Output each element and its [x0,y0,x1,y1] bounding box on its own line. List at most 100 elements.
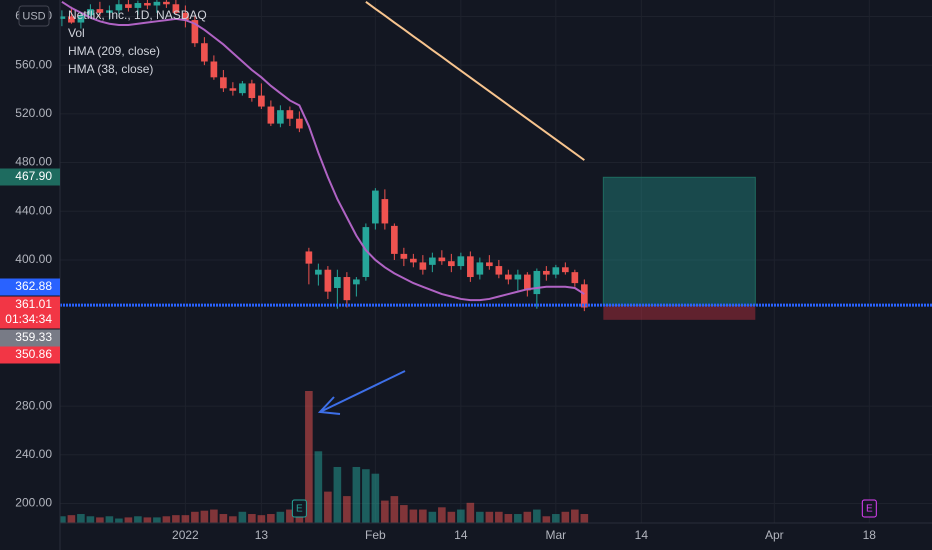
volume-bar [428,511,437,523]
candle-body [229,88,237,91]
grid [60,0,932,523]
candle-body [457,256,465,267]
candle-body [581,284,588,308]
volume-bar [324,491,332,523]
candle-body [172,4,180,13]
candle-body [467,256,474,278]
volume-bar [457,509,465,523]
candle-body [410,258,417,263]
candle-body [334,277,341,288]
volume-bar [162,516,171,523]
candle-body [438,257,446,262]
candle-body [286,110,294,119]
candle-body [77,15,85,23]
legend: Netflix, Inc., 1D, NASDAQ Vol HMA (209, … [68,8,207,76]
volume-bar [314,451,323,523]
price-label: 467.90 [15,169,52,183]
volume-bar [504,514,513,523]
candle-body [191,20,199,44]
candle-body [381,199,389,224]
price-label: 359.33 [15,330,52,344]
volume-bar [248,514,256,523]
indicator-line [365,1,585,161]
volume-bar [362,469,370,523]
candle-body [267,106,275,124]
arrow-line [319,370,406,413]
candle-body [353,279,360,285]
candle-body [68,16,75,23]
candle-body [419,262,427,270]
volume-bar [134,516,142,523]
stop-zone [603,305,756,320]
currency: USD [22,10,45,22]
x-tick-label: 14 [635,528,649,542]
volume-bar [561,511,570,523]
candle-body [210,61,218,78]
price-label-box [0,168,60,186]
x-tick-label: 14 [454,528,468,542]
volume-bar [466,502,475,523]
volume-bar [276,511,285,523]
candle-body [324,269,332,292]
candle-body [248,83,256,99]
volume-bar [286,509,294,523]
y-tick-label: 400.00 [15,252,52,266]
candle-body [562,267,569,273]
earnings-marker [291,499,307,518]
earnings-label: E [866,504,873,515]
volume-bar [172,515,180,523]
candle-body [524,274,531,291]
candle-body [315,269,322,275]
annotation-arrow [317,370,406,415]
volume-bar [495,511,503,523]
legend-title: Netflix, Inc., 1D, NASDAQ [68,8,207,22]
y-tick-label: 280.00 [15,398,52,412]
volume-bar [86,516,95,523]
candle-body [552,267,560,275]
candle-body [543,270,550,275]
price-label-box [0,346,60,364]
candle-body [106,10,113,13]
volume-bar [143,517,152,523]
volume-bar [124,517,133,523]
price-label: 350.86 [15,347,52,361]
volume-bar [533,509,541,523]
price-axis: 600.00560.00520.00480.00440.00400.00280.… [0,9,877,542]
volume-bar [96,517,104,523]
candle-body [571,272,579,284]
candle-body [305,251,313,264]
candle-body [486,262,493,267]
candle-body [144,3,151,6]
legend-entry: HMA (209, close) [68,44,160,58]
volume-bar [153,517,161,523]
volume-bar [305,391,313,523]
volume-bar [210,509,218,523]
candle-body [476,262,484,275]
candle-body [277,110,284,124]
volume-bar [523,511,532,523]
candle-body [60,16,66,19]
x-tick-label: Apr [765,528,784,542]
candle-body [163,1,170,5]
volume-bar [238,511,247,523]
candle-body [134,3,142,8]
x-tick-label: 13 [255,528,269,542]
candle-body [533,270,541,295]
y-tick-label: 560.00 [15,57,52,71]
countdown: 01:34:34 [5,312,52,326]
candle-body [258,95,265,107]
volume-bar [552,514,560,523]
candle-body [505,274,512,280]
volume-bar [257,515,266,523]
currency-box[interactable] [18,5,50,27]
target-zone [602,176,756,306]
candle-body [429,257,436,265]
candle-body [343,277,351,301]
volume-bar [67,515,76,523]
volume-bar [105,516,114,523]
x-tick-label: Feb [365,528,386,542]
volume-bar [343,496,351,523]
volume-bar [571,509,579,523]
candle-body [372,190,379,224]
x-tick-label: 18 [863,528,877,542]
